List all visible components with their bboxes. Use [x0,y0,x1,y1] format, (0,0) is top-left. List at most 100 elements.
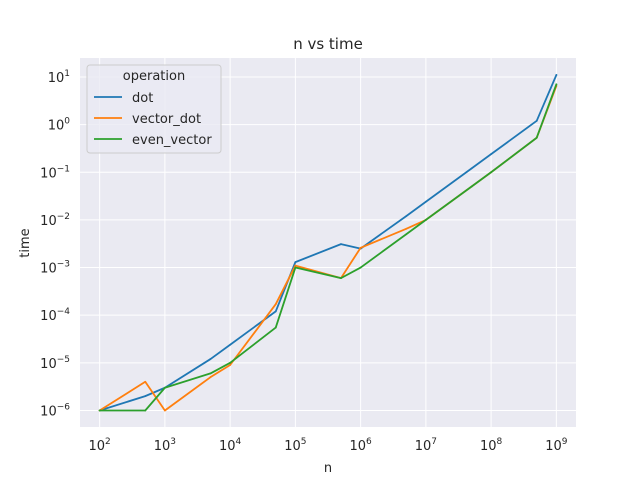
y-tick-base: 10 [40,166,57,181]
data-point [209,372,212,375]
y-tick-exponent: −4 [57,307,71,317]
legend-title: operation [123,69,185,84]
y-tick-base: 10 [40,262,57,277]
legend: operation dot vector_dot even_vector [86,64,222,154]
x-tick-label: 107 [415,437,437,454]
grid-lines [80,58,576,427]
y-tick-exponent: −5 [57,355,70,365]
x-tick-exponent: 5 [301,437,307,447]
data-point [274,326,277,329]
data-point [98,409,101,412]
x-tick-exponent: 7 [431,437,437,447]
y-axis-title: time [18,228,33,257]
y-tick-exponent: −6 [57,402,71,412]
data-point [229,361,232,364]
data-point [405,227,408,230]
y-tick-base: 10 [48,119,65,134]
data-point [274,310,277,313]
y-tick-label: 10−5 [40,355,70,372]
x-tick-exponent: 4 [236,437,242,447]
data-point [470,185,473,188]
y-tick-base: 10 [40,357,57,372]
x-tick-base: 10 [154,439,171,454]
data-point [470,167,473,170]
x-tick-label: 102 [89,437,111,454]
y-tick-label: 10−6 [40,402,70,419]
data-point [294,264,297,267]
y-tick-label: 10−2 [40,212,70,229]
y-tick-base: 10 [40,309,57,324]
y-tick-exponent: 0 [64,117,70,127]
data-point [144,395,147,398]
x-tick-exponent: 8 [497,437,503,447]
data-point [144,409,147,412]
legend-entry: even_vector [94,133,212,148]
data-point [274,303,277,306]
legend-label: even_vector [132,133,212,148]
x-tick-base: 10 [284,439,301,454]
x-tick-exponent: 2 [105,437,111,447]
x-tick-base: 10 [415,439,432,454]
data-point [340,243,342,246]
y-tick-label: 100 [48,117,71,134]
y-tick-label: 10−3 [40,260,70,277]
y-tick-exponent: 1 [64,69,70,79]
data-point [405,215,408,218]
legend-entry: dot [94,91,153,106]
data-point [424,218,427,221]
data-point [535,119,538,122]
legend-label: vector_dot [132,112,201,127]
data-point [163,409,166,412]
data-point [340,277,342,280]
data-point [144,380,147,383]
y-tick-label: 10−1 [40,164,70,181]
x-tick-base: 10 [219,439,236,454]
x-tick-exponent: 9 [562,437,568,447]
x-axis-title: n [324,461,332,476]
data-point [229,343,232,346]
x-tick-base: 10 [480,439,497,454]
y-tick-base: 10 [40,214,57,229]
data-point [535,136,538,139]
data-point [209,358,212,360]
x-tick-base: 10 [545,439,562,454]
data-point [209,376,212,379]
data-point [490,153,493,156]
x-tick-label: 106 [349,437,372,454]
legend-entry: vector_dot [94,112,201,127]
y-tick-label: 10−4 [40,307,70,324]
data-point [490,171,493,174]
y-tick-base: 10 [40,404,57,419]
y-tick-label: 101 [48,69,70,86]
x-tick-labels: 102 103 104 105 106 107 108 109 [89,437,568,454]
legend-box [86,64,222,154]
data-point [424,200,427,203]
x-tick-label: 108 [480,437,503,454]
chart-title: n vs time [293,35,363,53]
data-point [405,233,408,236]
x-tick-label: 104 [219,437,242,454]
data-point [555,83,558,86]
x-tick-label: 105 [284,437,306,454]
data-point [359,246,362,249]
x-tick-exponent: 6 [366,437,372,447]
y-tick-exponent: −1 [57,164,70,174]
x-tick-label: 109 [545,437,568,454]
data-point [294,261,297,264]
series-layer [98,74,558,412]
x-tick-exponent: 3 [170,437,176,447]
series-even-vector [98,83,558,412]
y-tick-base: 10 [48,71,65,86]
data-point [555,74,558,76]
x-tick-base: 10 [89,439,106,454]
x-tick-base: 10 [349,439,366,454]
y-tick-exponent: −3 [57,260,70,270]
data-point [163,386,166,389]
data-point [359,266,362,269]
x-tick-label: 103 [154,437,176,454]
legend-entries: dot vector_dot even_vector [94,91,212,148]
data-point [229,364,232,366]
